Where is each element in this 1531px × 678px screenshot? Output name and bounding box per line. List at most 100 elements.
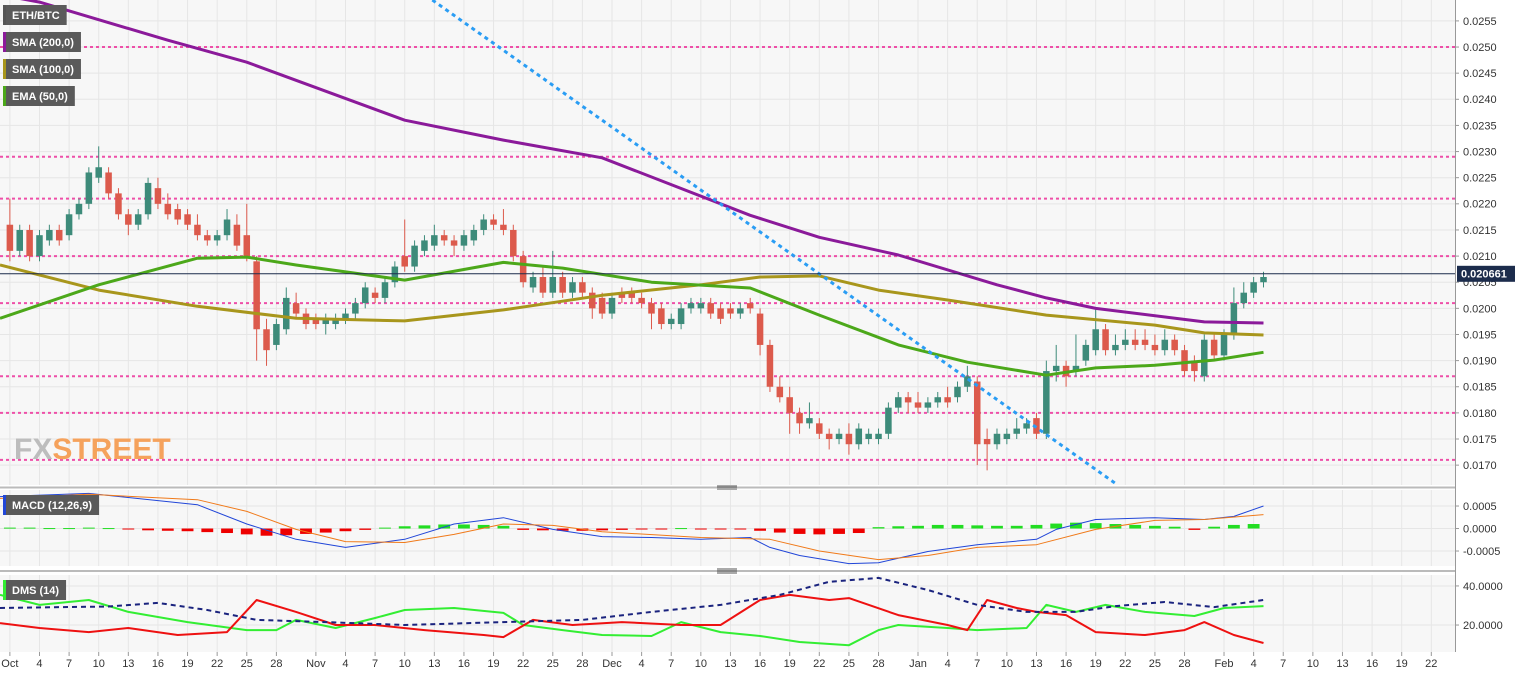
histogram-bar bbox=[181, 528, 194, 532]
x-tick-label: 7 bbox=[1280, 658, 1286, 670]
x-tick-label: 13 bbox=[122, 658, 134, 670]
histogram-bar bbox=[1089, 523, 1102, 529]
histogram-bar bbox=[260, 528, 273, 536]
histogram-bar bbox=[1188, 528, 1201, 530]
x-tick-label: 7 bbox=[372, 658, 378, 670]
candle-body bbox=[1013, 428, 1020, 434]
candle-body bbox=[184, 214, 191, 225]
x-tick-label: 22 bbox=[1119, 658, 1131, 670]
candle-body bbox=[1141, 339, 1149, 345]
resize-grip[interactable] bbox=[717, 568, 737, 574]
candle-body bbox=[825, 433, 833, 440]
histogram-bar bbox=[418, 525, 431, 529]
y-tick-label: -0.0005 bbox=[1463, 546, 1500, 558]
candle-body bbox=[648, 303, 655, 314]
x-tick-label: 16 bbox=[152, 658, 164, 670]
histogram-bar bbox=[655, 528, 668, 530]
watermark: FX bbox=[14, 433, 52, 466]
histogram-bar bbox=[931, 524, 944, 529]
candle-body bbox=[1250, 282, 1257, 293]
x-tick-label: 10 bbox=[1001, 658, 1013, 670]
histogram-bar bbox=[1070, 522, 1082, 529]
candle-body bbox=[914, 402, 922, 408]
y-tick-label: 0.0215 bbox=[1463, 225, 1497, 237]
candle-body bbox=[1092, 329, 1099, 351]
candle-body bbox=[65, 214, 73, 236]
y-tick-label: 0.0170 bbox=[1463, 460, 1497, 472]
x-tick-label: 10 bbox=[93, 658, 105, 670]
candle-body bbox=[204, 235, 211, 241]
x-tick-label: 16 bbox=[754, 658, 766, 670]
x-tick-label: 25 bbox=[241, 658, 253, 670]
candle-body bbox=[766, 344, 774, 387]
candle-body bbox=[401, 256, 408, 267]
x-tick-label: Dec bbox=[602, 658, 622, 670]
candle-body bbox=[6, 224, 14, 251]
candle-body bbox=[727, 308, 734, 314]
candle-body bbox=[973, 381, 981, 445]
histogram-bar bbox=[556, 528, 569, 531]
candle-body bbox=[806, 418, 813, 424]
histogram-bar bbox=[615, 528, 628, 530]
histogram-bar bbox=[221, 528, 233, 534]
candle-body bbox=[1112, 344, 1119, 351]
candle-body bbox=[391, 266, 399, 283]
candle-body bbox=[677, 308, 685, 325]
candle-body bbox=[865, 433, 872, 440]
candle-body bbox=[1230, 303, 1238, 335]
y-tick-label: 0.0235 bbox=[1463, 120, 1497, 132]
legend-label: SMA (100,0) bbox=[12, 64, 74, 76]
histogram-bar bbox=[1247, 524, 1260, 529]
candle-body bbox=[707, 303, 714, 314]
candle-body bbox=[332, 318, 339, 325]
x-tick-label: 4 bbox=[342, 658, 348, 670]
candle-body bbox=[144, 182, 152, 215]
histogram-bar bbox=[63, 528, 76, 530]
candle-body bbox=[628, 292, 636, 298]
candle-body bbox=[342, 313, 349, 319]
histogram-bar bbox=[1010, 525, 1023, 529]
legend-box bbox=[3, 32, 81, 52]
candle-body bbox=[411, 245, 418, 267]
x-tick-label: 16 bbox=[458, 658, 470, 670]
x-tick-label: 13 bbox=[1336, 658, 1348, 670]
legend-label: ETH/BTC bbox=[12, 10, 60, 22]
legend-swatch bbox=[3, 32, 6, 52]
legend-box bbox=[3, 86, 75, 106]
x-tick-label: 4 bbox=[639, 658, 645, 670]
y-tick-label: 0.0195 bbox=[1463, 329, 1497, 341]
x-tick-label: 10 bbox=[399, 658, 411, 670]
legend-swatch bbox=[3, 5, 6, 25]
x-tick-label: 28 bbox=[1178, 658, 1190, 670]
histogram-bar bbox=[813, 528, 826, 535]
histogram-bar bbox=[1168, 526, 1181, 529]
x-tick-label: 25 bbox=[547, 658, 559, 670]
x-tick-label: 10 bbox=[1307, 658, 1319, 670]
x-tick-label: Jan bbox=[909, 658, 927, 670]
candle-body bbox=[1023, 423, 1030, 429]
candle-body bbox=[667, 318, 675, 325]
candle-body bbox=[895, 397, 902, 408]
candle-body bbox=[697, 303, 705, 309]
histogram-bar bbox=[398, 526, 411, 529]
y-tick-label: 0.0190 bbox=[1463, 356, 1497, 368]
histogram-bar bbox=[3, 527, 16, 529]
candle-body bbox=[85, 172, 93, 204]
histogram-bar bbox=[675, 528, 688, 530]
legend-swatch bbox=[3, 495, 6, 515]
moving-average-line bbox=[0, 255, 1264, 377]
x-tick-label: 22 bbox=[211, 658, 223, 670]
candle-body bbox=[1102, 329, 1109, 351]
x-tick-label: 7 bbox=[668, 658, 674, 670]
last-price-label: 0.020661 bbox=[1461, 269, 1507, 281]
histogram-bar bbox=[754, 528, 766, 531]
candle-body bbox=[1171, 339, 1178, 351]
histogram-bar bbox=[102, 528, 115, 530]
histogram-bar bbox=[497, 525, 510, 529]
candle-body bbox=[964, 376, 971, 387]
candle-body bbox=[579, 282, 586, 293]
y-tick-label: 0.0230 bbox=[1463, 146, 1497, 158]
candle-body bbox=[75, 203, 83, 215]
legend-label: MACD (12,26,9) bbox=[12, 500, 92, 512]
